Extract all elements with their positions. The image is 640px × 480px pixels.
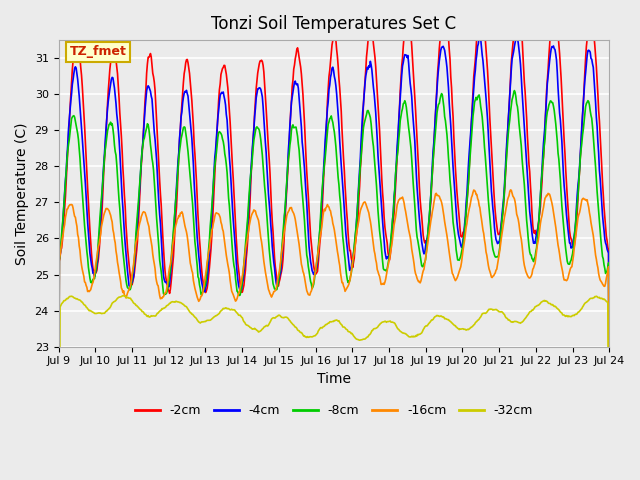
Y-axis label: Soil Temperature (C): Soil Temperature (C) (15, 122, 29, 264)
-32cm (122, 294, 130, 300)
-4cm (177, 114, 185, 120)
-16cm (401, 205, 409, 211)
-4cm (122, 241, 129, 247)
-16cm (417, 278, 425, 284)
Line: -16cm: -16cm (58, 190, 609, 480)
-16cm (206, 238, 214, 244)
Line: -32cm: -32cm (58, 296, 609, 480)
-8cm (65, 142, 72, 148)
-8cm (122, 270, 129, 276)
-2cm (206, 255, 214, 261)
Line: -2cm: -2cm (58, 3, 609, 480)
-2cm (477, 0, 484, 6)
-2cm (177, 112, 185, 118)
-8cm (401, 98, 409, 104)
-2cm (401, 25, 409, 31)
-2cm (65, 133, 72, 139)
-4cm (401, 52, 409, 58)
-8cm (417, 257, 425, 263)
Line: -8cm: -8cm (58, 91, 609, 480)
-2cm (417, 206, 425, 212)
-32cm (402, 331, 410, 337)
-32cm (120, 293, 127, 299)
-16cm (122, 293, 129, 299)
-32cm (178, 300, 186, 306)
-32cm (418, 330, 426, 336)
Line: -4cm: -4cm (58, 35, 609, 480)
-32cm (207, 317, 215, 323)
-16cm (507, 187, 515, 193)
Text: TZ_fmet: TZ_fmet (70, 46, 127, 59)
Title: Tonzi Soil Temperatures Set C: Tonzi Soil Temperatures Set C (211, 15, 456, 33)
-4cm (476, 32, 484, 37)
Legend: -2cm, -4cm, -8cm, -16cm, -32cm: -2cm, -4cm, -8cm, -16cm, -32cm (130, 399, 538, 422)
-8cm (206, 223, 214, 229)
-4cm (206, 237, 214, 243)
-4cm (417, 231, 425, 237)
-4cm (65, 127, 72, 132)
-16cm (65, 204, 72, 209)
-32cm (65, 295, 72, 300)
-16cm (177, 210, 185, 216)
-2cm (122, 204, 129, 209)
X-axis label: Time: Time (317, 372, 351, 386)
-8cm (511, 88, 518, 94)
-8cm (177, 136, 185, 142)
